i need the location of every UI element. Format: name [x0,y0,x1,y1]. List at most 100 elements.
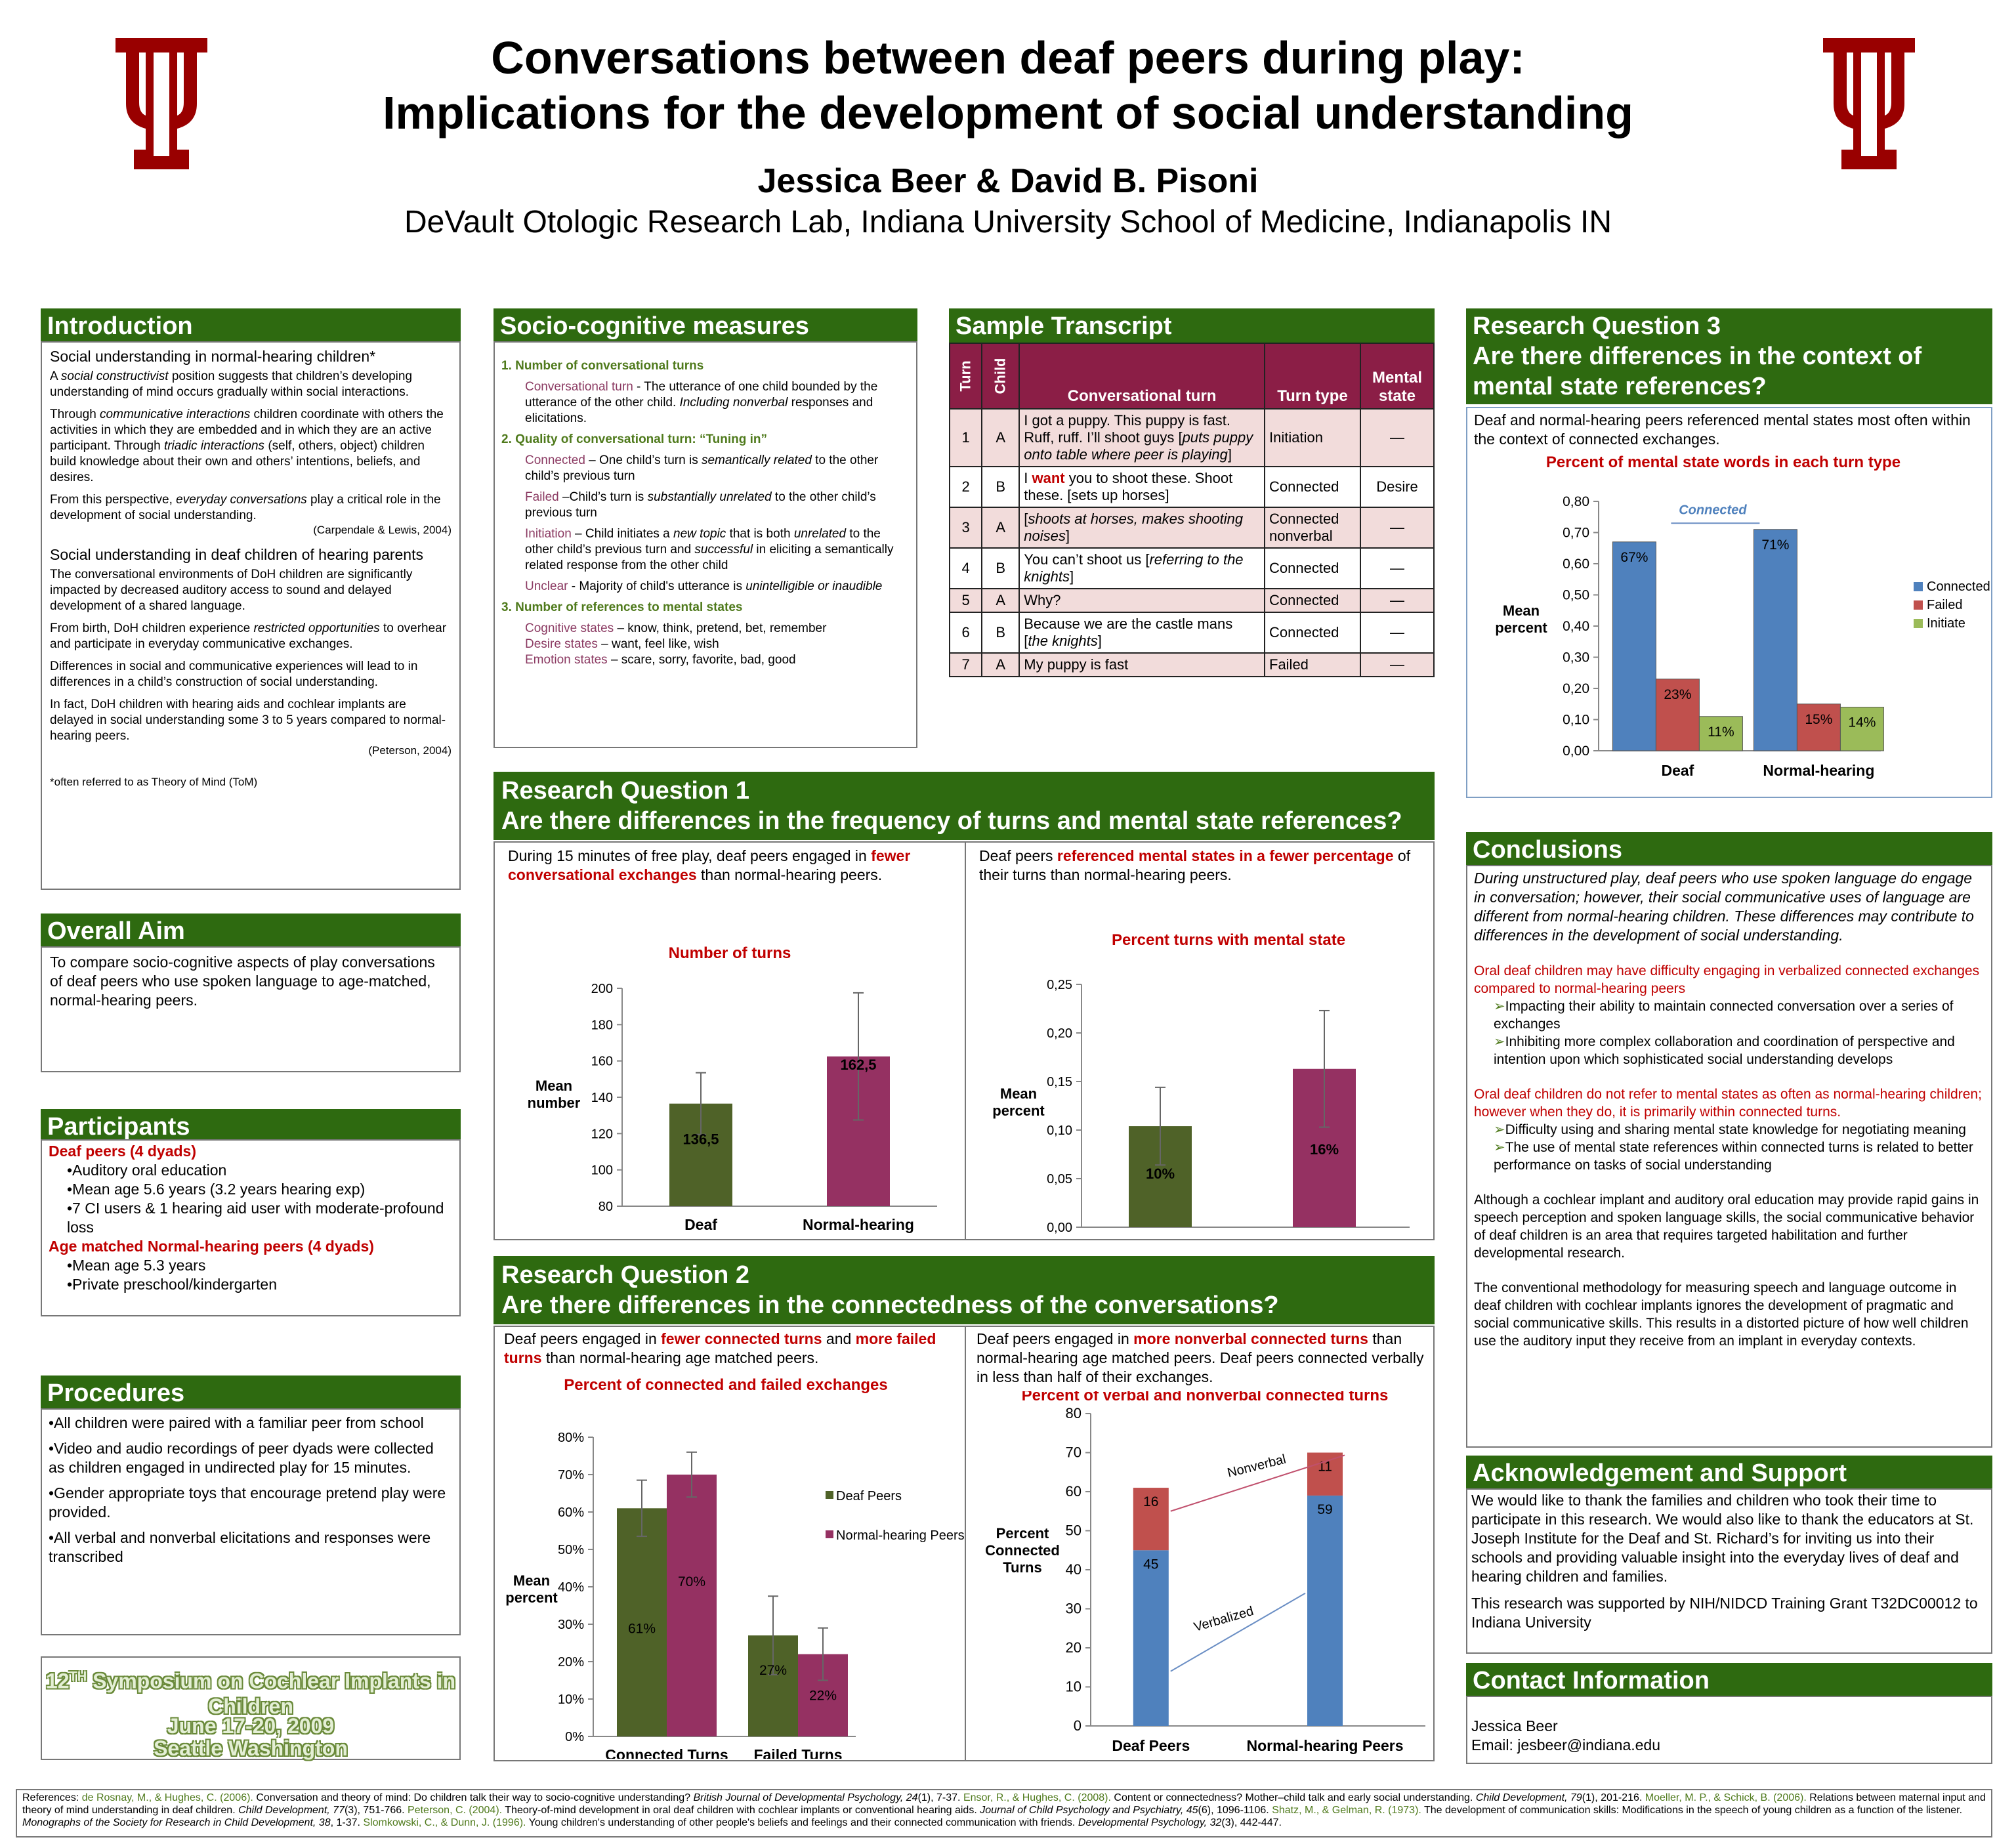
rq3-title3: mental state references? [1473,373,1767,400]
list-item: •All verbal and nonverbal elicitations a… [49,1529,431,1565]
symposium-location: Seattle Washington [154,1736,348,1760]
measures-header: Socio-cognitive measures [494,308,917,344]
tick-label: 160 [591,1055,613,1069]
rq3-panel: Deaf and normal-hearing peers referenced… [1466,407,1992,798]
data-label: 15% [1805,712,1832,727]
tick-label: 0,40 [1563,619,1589,634]
bar-failed [1796,704,1841,751]
poster-title: Conversations between deaf peers during … [262,30,1754,243]
conversational-turn-def: Conversational turn - The utterance of o… [525,380,878,425]
contact-box: Jessica Beer Email: jesbeer@indiana.edu [1466,1696,1992,1764]
y-axis-label: Mean number [528,1078,581,1111]
rq1-header: Research Question 1 Are there difference… [494,772,1435,840]
ack-p2: This research was supported by NIH/NIDCD… [1471,1595,1978,1631]
tick-label: 0,60 [1563,556,1589,572]
nh-peers-title: Age matched Normal-hearing peers (4 dyad… [49,1238,374,1255]
symposium-title: 12TH Symposium on Cochlear Implants in C… [45,1669,456,1718]
legend-label: Normal-hearing Peers [836,1528,965,1543]
conclusions-p2: The conventional methodology for measuri… [1474,1280,1969,1349]
category-label: Normal-hearing [1763,762,1874,779]
data-label: 71% [1761,537,1789,553]
rq3-title2: Are there differences in the context of [1473,343,1922,370]
data-label: 59 [1317,1502,1332,1517]
intro-footnote: *often referred to as Theory of Mind (To… [50,776,258,788]
intro-sub2: Social understanding in deaf children of… [50,546,423,563]
tick-label: 0,70 [1563,526,1589,541]
data-label: 16% [1310,1141,1339,1158]
tick-label: 80 [598,1200,613,1214]
table-row: 1 A I got a puppy. This puppy is fast. R… [948,408,1435,467]
y-axis-label: Mean percent [505,1572,558,1606]
intro-p2: Through communicative interactions child… [50,408,444,484]
deaf-peers-title: Deaf peers (4 dyads) [49,1143,196,1160]
tick-label: 30 [1066,1601,1082,1617]
bar-deaf [617,1508,667,1736]
tick-label: 120 [591,1127,613,1141]
iu-logo-left [116,38,207,169]
list-item: •Private preschool/kindergarten [67,1276,278,1293]
conclusion-1-bullet-2: ➢Inhibiting more complex collaboration a… [1494,1034,1955,1067]
procedures-box: •All children were paired with a familia… [41,1408,461,1635]
nh-peers-list: •Mean age 5.3 years •Private preschool/k… [49,1256,453,1294]
contact-email[interactable]: Email: jesbeer@indiana.edu [1471,1736,1661,1754]
chart-title: Percent of mental state words in each tu… [1546,453,1900,471]
tick-label: 0,50 [1563,588,1589,603]
verbal-nonverbal-chart: Percent of verbal and nonverbal connecte… [985,1391,1425,1754]
col-conversational-turn: Conversational turn [1018,343,1265,410]
measures-box: 1. Number of conversational turns Conver… [494,341,917,748]
initiation-def: Initiation – Child initiates a new topic… [525,527,894,572]
ack-box: We would like to thank the families and … [1466,1488,1992,1654]
trident-icon [1823,38,1915,169]
ack-header: Acknowledgement and Support [1466,1456,1992,1491]
tick-label: 0,20 [1047,1026,1072,1041]
data-label: 136,5 [682,1131,719,1148]
participants-box: Deaf peers (4 dyads) •Auditory oral educ… [41,1139,461,1316]
intro-p3: From this perspective, everyday conversa… [50,493,441,522]
tick-label: 80% [558,1431,584,1445]
rq1-left-text: During 15 minutes of free play, deaf pee… [508,847,911,883]
cognitive-states: Cognitive states – know, think, pretend,… [525,621,827,635]
rq2-title1: Research Question 2 [501,1261,750,1289]
participants-header: Participants [41,1109,461,1139]
bar-nonverbal [1133,1488,1169,1551]
legend-swatch [1914,600,1923,610]
intro-cite1: (Carpendale & Lewis, 2004) [313,524,452,536]
aim-header: Overall Aim [41,914,461,949]
tick-label: 80 [1066,1405,1082,1421]
rq2-left-text: Deaf peers engaged in fewer connected tu… [504,1330,936,1366]
procedures-header: Procedures [41,1376,461,1411]
data-label: 14% [1848,715,1876,730]
intro-p5: From birth, DoH children experience rest… [50,621,447,651]
check-arrow-icon: ➢ [1494,999,1505,1014]
intro-cite2: (Peterson, 2004) [368,744,452,757]
col-child: Child [981,343,1020,410]
measure-heading-2: 2. Quality of conversational turn: “Tuni… [501,432,768,446]
tick-label: 0,10 [1563,713,1589,728]
tick-label: 0,30 [1563,650,1589,665]
tick-label: 10 [1066,1679,1082,1695]
tick-label: 0% [565,1730,584,1744]
rq1-title1: Research Question 1 [501,777,750,805]
measure-heading-3: 3. Number of references to mental states [501,600,743,614]
emotion-states: Emotion states – scare, sorry, favorite,… [525,653,796,667]
legend-label: Deaf Peers [836,1489,902,1503]
conclusion-2-bullet-2: ➢The use of mental state references with… [1494,1140,1973,1173]
bar-nonverbal [1307,1452,1343,1496]
rq2-title2: Are there differences in the connectedne… [501,1292,1279,1319]
bar-initiate [1839,707,1884,751]
bar-initiate [1698,716,1743,751]
y-axis-label: Mean percent [1495,602,1547,636]
table-row: 6 B Because we are the castle mans [the … [948,612,1435,654]
annotation-connected: Connected [1679,503,1747,517]
ack-p1: We would like to thank the families and … [1471,1492,1974,1585]
tick-label: 0,00 [1047,1221,1072,1235]
data-label: 70% [678,1574,705,1589]
category-label: Connected Turns [605,1746,728,1759]
tick-label: 0,25 [1047,978,1072,992]
tick-label: 70 [1066,1444,1082,1461]
rq1-right-text: Deaf peers referenced mental states in a… [979,847,1411,883]
transcript-table: Turn Child Conversational turn Turn type… [948,343,1435,677]
unclear-def: Unclear - Majority of child's utterance … [525,579,883,593]
chart-title: Percent of verbal and nonverbal connecte… [1022,1391,1389,1404]
iu-logo-right [1823,38,1915,169]
